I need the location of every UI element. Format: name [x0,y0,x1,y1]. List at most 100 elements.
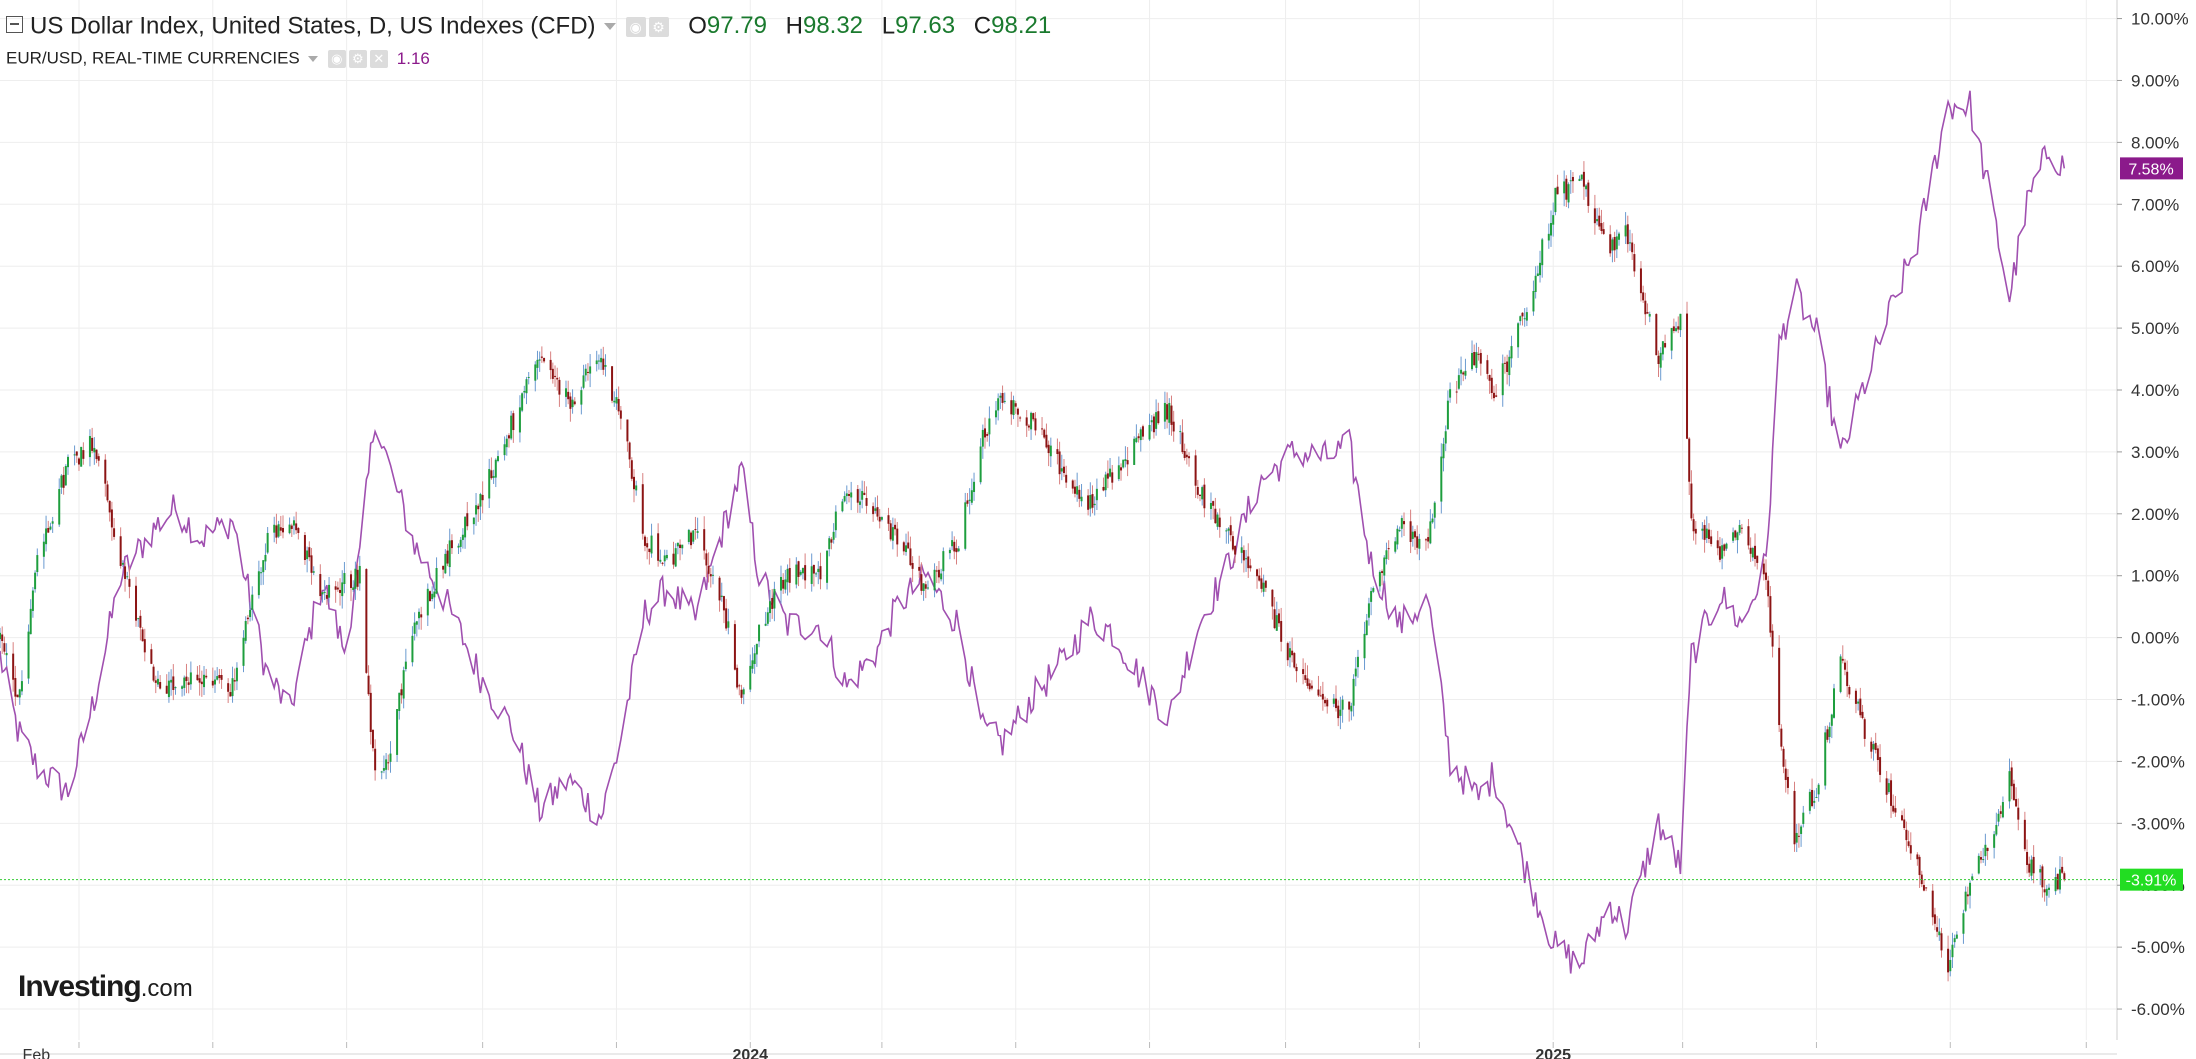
candle-body [1019,417,1022,419]
candle-body [773,588,776,609]
candle-body [418,611,421,619]
candle-body [0,632,1,640]
candle-body [1833,688,1836,718]
candle-body [994,410,997,418]
candle-body [1479,352,1482,364]
candle-body [400,689,403,696]
gear-icon[interactable]: ⚙ [348,49,367,68]
candle-body [911,562,914,569]
candle-body [264,554,267,562]
candle-body [371,729,374,749]
candle-body [1811,789,1814,807]
candle-body [1762,563,1765,575]
candle-body [659,559,662,562]
candle-body [242,637,245,666]
candle-body [1802,812,1805,824]
collapse-icon[interactable] [6,16,23,34]
candle-body [779,576,782,591]
candle-body [1348,701,1351,710]
candle-body [1747,526,1750,546]
candle-body [1433,502,1436,518]
candle-body [1780,728,1783,747]
candle-body [464,516,467,538]
candle-body [633,476,636,490]
candle-body [1,634,4,642]
candle-body [1723,544,1726,551]
chevron-down-icon[interactable] [307,55,318,62]
candle-body [433,591,436,598]
candle-body [1925,887,1928,889]
candle-body [1740,527,1743,529]
eur-usd-last-tag: 7.58% [2128,161,2173,178]
compare-series-title[interactable]: EUR/USD, REAL-TIME CURRENCIES [6,48,300,68]
candle-body [341,582,344,597]
candle-body [1172,421,1175,432]
candle-body [1212,501,1215,506]
candle-body [1618,233,1621,240]
candle-body [310,555,313,573]
candle-body [1319,695,1322,697]
candle-body [45,528,48,545]
candle-body [1091,494,1094,508]
candle-body [1642,292,1645,301]
candle-body [973,481,976,493]
eye-icon[interactable]: ◉ [625,16,646,37]
candle-body [1047,444,1050,454]
candle-body [1863,719,1866,739]
candle-body [2056,873,2059,890]
candle-body [1800,826,1803,834]
gear-icon[interactable]: ⚙ [648,16,669,37]
ohlc-high: H98.32 [785,12,864,40]
candle-body [784,579,787,590]
candle-body [1874,742,1877,751]
candle-body [5,652,8,656]
candle-body [630,460,633,479]
candle-body [288,524,291,534]
candle-body [2043,889,2046,893]
y-tick-label: -1.00% [2131,691,2185,710]
candle-body [1839,656,1842,692]
candle-body [277,524,280,537]
candle-body [1137,436,1140,439]
candle-body [1012,400,1015,416]
candle-body [328,584,331,598]
candle-body [1609,234,1612,254]
chevron-down-icon[interactable] [603,23,616,31]
eye-icon[interactable]: ◉ [327,49,346,68]
y-tick-label: -2.00% [2131,752,2185,771]
main-series-title[interactable]: US Dollar Index, United States, D, US In… [30,12,596,40]
candle-body [1710,536,1713,544]
candle-body [426,588,429,616]
candle-body [1339,709,1342,716]
candle-body [1596,219,1599,222]
candle-body [1166,404,1169,420]
candle-body [1626,224,1629,245]
compare-last-value: 1.16 [396,48,430,68]
candle-body [586,371,589,373]
candle-body [172,676,175,691]
close-icon[interactable]: ✕ [369,49,388,68]
candle-body [981,429,984,447]
candle-body [1027,425,1030,428]
candle-body [707,565,710,574]
candle-body [1661,341,1664,355]
candle-body [830,539,833,543]
plot-area[interactable] [0,90,2066,982]
candle-body [1457,375,1460,389]
candle-body [457,545,460,548]
candle-body [1058,451,1061,475]
candle-body [1554,187,1557,213]
candle-body [909,548,912,566]
candle-body [1797,835,1800,837]
candle-body [1848,687,1851,695]
candle-body [16,694,19,698]
candle-body [1089,494,1092,509]
candle-body [1657,355,1660,365]
candle-body [1291,650,1294,656]
candle-body [1424,539,1427,541]
candle-body [1872,744,1875,750]
candle-body [507,435,510,439]
candle-body [1286,643,1289,661]
candle-body [203,674,206,688]
